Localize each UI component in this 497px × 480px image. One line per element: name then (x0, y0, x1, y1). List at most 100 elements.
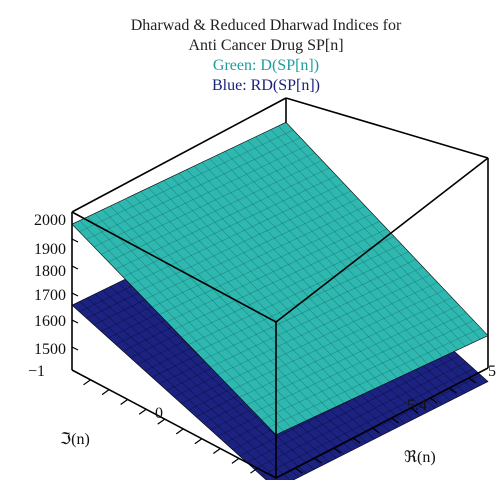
mesh-line (181, 236, 395, 338)
mesh-line (117, 202, 322, 414)
mesh-line (224, 151, 428, 365)
mesh-line (110, 286, 315, 470)
mesh-line (278, 125, 481, 340)
mesh-line (101, 152, 315, 255)
axis-tick (71, 346, 79, 351)
axis-tick (71, 292, 79, 297)
mesh-line (155, 183, 360, 397)
surfaces-group (71, 121, 489, 480)
mesh-line (261, 368, 474, 476)
mesh-line (148, 187, 352, 400)
axis-tick (333, 447, 342, 454)
mesh-line (79, 301, 279, 480)
mesh-line (203, 259, 416, 360)
mesh-line (194, 165, 398, 379)
z-tick-label: 1800 (34, 263, 66, 280)
axis-tick (120, 398, 128, 405)
axis-tick (175, 428, 184, 435)
mesh-line (239, 297, 453, 398)
mesh-line (262, 133, 466, 347)
bounding-box-front (71, 157, 489, 479)
mesh-line (224, 282, 438, 383)
z-tick-label: 1900 (34, 241, 66, 258)
mesh-line (159, 213, 373, 315)
mesh-line (122, 175, 337, 278)
imag-axis-label: ℑ(n) (60, 431, 90, 448)
axis-tick (71, 238, 79, 243)
imag-tick-label: 0 (155, 405, 163, 422)
chart-title-line-1: Dharwad & Reduced Dharwad Indices for (131, 17, 402, 34)
mesh-line (239, 143, 443, 358)
axis-tick (138, 408, 147, 415)
axis-tick (429, 397, 438, 404)
z-tick-label: 1600 (34, 313, 66, 330)
mesh-line (210, 266, 424, 368)
mesh-line (93, 144, 308, 248)
z-tick-label: 1700 (34, 287, 66, 304)
real-tick-label: 5.4 (407, 397, 427, 414)
axis-tick (449, 387, 457, 394)
axis-tick (231, 457, 240, 464)
mesh-line (152, 205, 366, 308)
mesh-line (188, 243, 402, 345)
mesh-line (137, 190, 352, 293)
mesh-line (201, 162, 405, 375)
mesh-line (87, 216, 292, 428)
legend-blue: Blue: RD(SP[n]) (212, 77, 320, 94)
real-tick-label: 5 (488, 363, 496, 380)
mesh-line (171, 176, 375, 389)
axis-tick (213, 448, 221, 455)
axis-tick (83, 379, 91, 386)
z-tick-label: 1500 (34, 341, 66, 358)
mesh-line (173, 228, 388, 330)
mesh-line (102, 290, 307, 474)
mesh-line (255, 136, 458, 350)
axis-tick (314, 457, 322, 464)
mesh-line (102, 209, 307, 421)
z-tick-label: 2000 (34, 212, 66, 229)
mesh-line (272, 374, 481, 480)
axis-tick (410, 407, 419, 414)
mesh-line (268, 327, 481, 428)
mesh-line (79, 220, 284, 432)
mesh-line (217, 274, 431, 375)
mesh-line (247, 140, 451, 354)
axis-tick (391, 417, 399, 424)
axis-tick (71, 211, 79, 216)
axis-tick (468, 377, 477, 384)
mesh-line (232, 289, 445, 390)
axis-tick (194, 438, 203, 445)
mesh-line (130, 182, 344, 285)
mesh-line (254, 312, 467, 413)
mesh-line (109, 205, 315, 418)
mesh-line (246, 304, 460, 405)
axis-tick (250, 467, 258, 474)
surface-dharwad (71, 121, 489, 436)
chart-title-line-2: Anti Cancer Drug SP[n] (188, 37, 343, 54)
mesh-line (115, 167, 330, 270)
mesh-line (270, 129, 474, 343)
mesh-line (178, 173, 383, 386)
mesh-line (209, 158, 413, 372)
mesh-line (166, 221, 380, 323)
imag-tick-label: −1 (28, 363, 45, 380)
mesh-line (108, 160, 323, 263)
mesh-line (125, 198, 330, 411)
mesh-line (86, 137, 301, 240)
axis-tick (372, 427, 380, 434)
mesh-line (246, 355, 460, 463)
mesh-line (87, 297, 291, 480)
real-axis-label: ℜ(n) (404, 449, 436, 466)
mesh-line (79, 129, 294, 232)
axis-tick (71, 319, 79, 324)
mesh-line (232, 147, 436, 361)
legend-green: Green: D(SP[n]) (213, 57, 319, 74)
axis-tick (71, 265, 79, 270)
mesh-line (261, 320, 474, 421)
mesh-line (94, 293, 299, 478)
axis-tick-marks (71, 211, 477, 474)
mesh-line (163, 180, 368, 393)
axis-tick (352, 437, 361, 444)
mesh-line (216, 154, 421, 368)
